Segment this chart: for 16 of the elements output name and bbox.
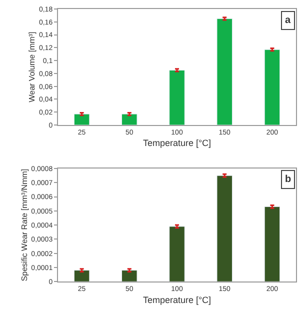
annotation: b (285, 174, 292, 185)
bar (74, 114, 90, 125)
bar (264, 49, 280, 125)
bar (169, 70, 185, 125)
bar (169, 226, 185, 282)
annotation: a (285, 15, 291, 26)
x-axis-title: Temperature [°C] (142, 138, 212, 148)
bar (216, 175, 232, 282)
x-axis-title: Temperature [°C] (142, 294, 212, 305)
bar (74, 270, 90, 282)
y-axis-title: Wear Volume [mm³] (28, 32, 37, 102)
bar (122, 270, 138, 282)
y-axis-title: Spesific Wear Rate [mm³/Nmm] (20, 168, 29, 282)
bar (216, 18, 232, 125)
bar (264, 206, 280, 282)
bar (122, 114, 138, 125)
